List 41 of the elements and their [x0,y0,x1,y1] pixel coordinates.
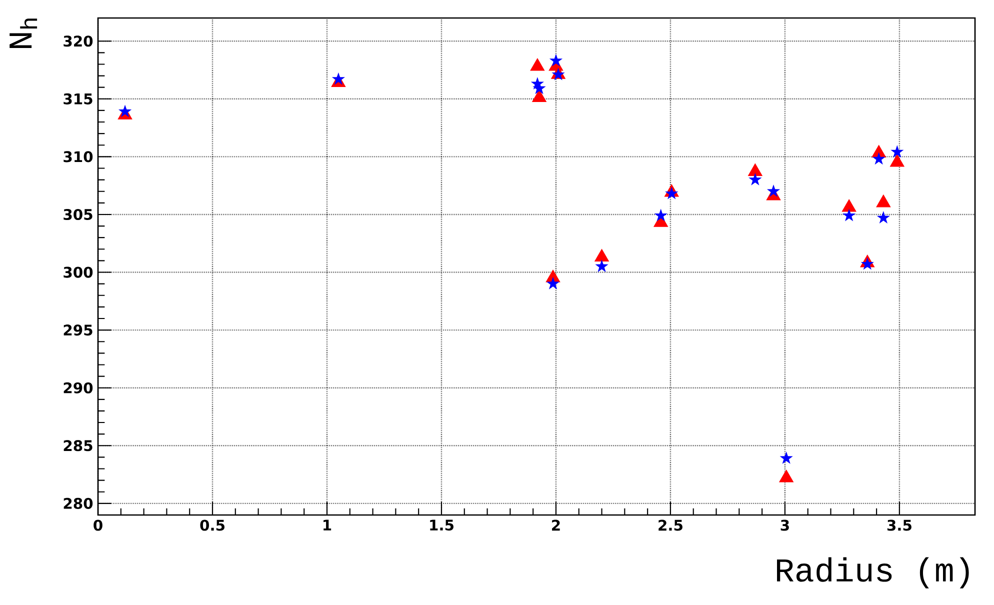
y-tick-label: 285 [64,440,92,452]
x-tick-label: 3 [780,520,789,531]
y-axis-title: N$_{h}$ [10,18,38,48]
x-tick-label: 1.5 [430,520,454,531]
point [748,172,762,186]
y-tick-label: 315 [64,93,92,104]
point [748,163,762,176]
point [665,186,678,200]
y-tick-label: 300 [64,266,93,278]
y-tick-label: 305 [64,208,92,220]
point [876,194,891,208]
x-tick-label: 0 [94,520,102,531]
point [890,154,904,167]
y-tick-label: 290 [64,382,93,394]
point [532,89,546,102]
x-axis-title: Radius (m) [777,557,969,588]
x-tick-label: 0.5 [200,520,224,531]
point [779,470,794,482]
x-tick-label: 3.5 [887,520,912,531]
point [766,184,780,197]
point [594,248,609,262]
point [595,260,608,272]
point [890,145,904,158]
point [860,257,874,270]
y-tick-label: 295 [64,324,92,336]
y-tick-label: 310 [64,151,93,162]
x-tick-label: 2.5 [658,520,682,531]
point [546,276,560,290]
y-tick-label: 320 [64,36,93,47]
point [654,208,668,222]
x-tick-label: 2 [552,520,560,531]
point [549,54,563,66]
point [876,211,890,224]
point [532,82,546,94]
x-tick-label: 1 [324,520,332,530]
point [872,152,886,165]
point [780,451,793,464]
point [530,58,545,71]
point [842,199,856,212]
y-tick-label: 280 [64,498,93,509]
point [842,208,856,222]
